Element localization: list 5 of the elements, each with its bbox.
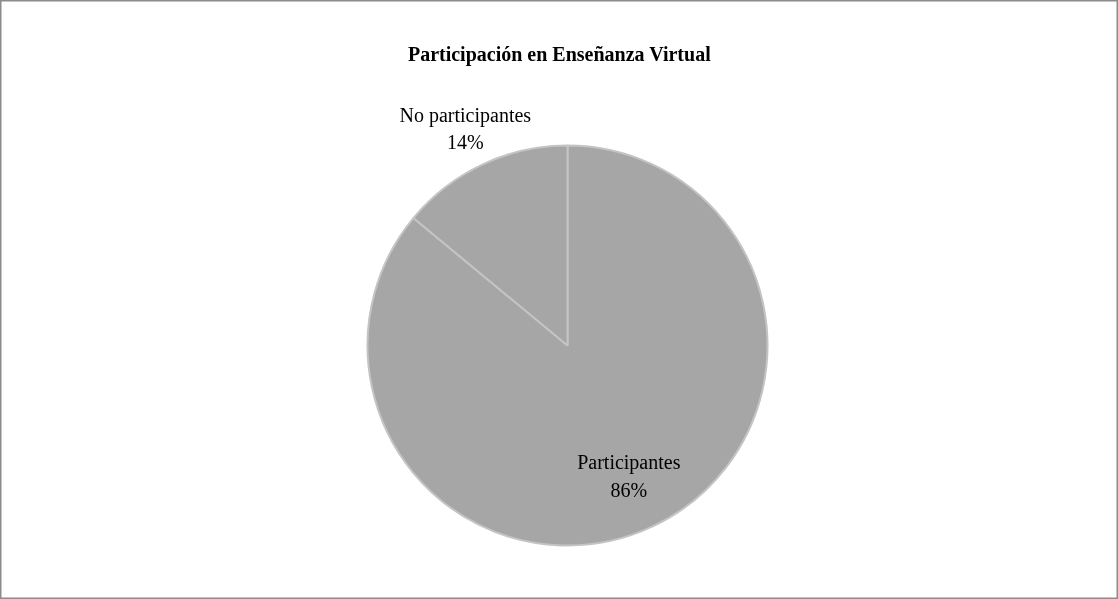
data-label: 86% (610, 478, 648, 501)
chart-title: Participación en Enseñanza Virtual (407, 42, 712, 66)
data-label: 14% (446, 131, 484, 154)
slice-label: Participantes (577, 451, 681, 475)
slice-label: No participantes (399, 103, 532, 127)
